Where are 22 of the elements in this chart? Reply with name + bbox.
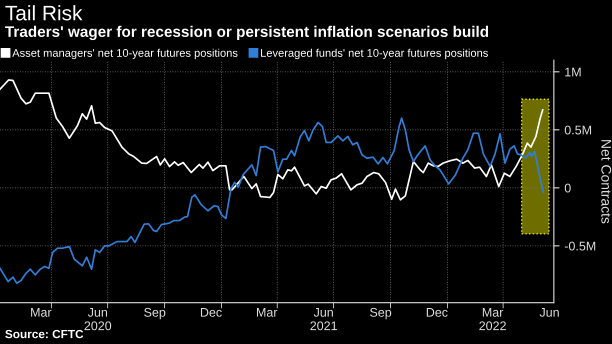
x-tick-label: Jun bbox=[540, 308, 559, 317]
x-tick-label: Jun 2021 bbox=[310, 308, 337, 330]
y-axis-title: Net Contracts bbox=[601, 140, 612, 224]
x-tick-label: Sep bbox=[370, 308, 392, 320]
chart-title: Tail Risk bbox=[5, 5, 82, 20]
x-tick-label: Jun 2020 bbox=[84, 308, 112, 330]
y-tick-label: 1M bbox=[565, 68, 581, 76]
y-tick-label: -0.5M bbox=[564, 242, 596, 251]
x-tick-label: Dec bbox=[200, 308, 222, 317]
x-tick-label: Sep bbox=[144, 308, 166, 320]
x-tick-label: Mar bbox=[256, 308, 278, 317]
x-tick-label: Dec bbox=[426, 308, 448, 317]
legend-label: Asset managers' net 10-year futures positions bbox=[12, 48, 238, 60]
legend-label: Leveraged funds' net 10-year futures positions bbox=[261, 48, 488, 60]
x-tick-label: Mar bbox=[31, 308, 52, 317]
chart-subtitle: Traders' wager for recession or persistent inflation scenarios build bbox=[5, 26, 488, 40]
y-tick-label: 0 bbox=[564, 184, 571, 192]
x-tick-label: Mar 2022 bbox=[479, 308, 506, 330]
line-series bbox=[0, 117, 544, 284]
y-tick-label: 0.5M bbox=[564, 126, 592, 134]
line-series bbox=[0, 79, 544, 201]
source-note: Source: CFTC bbox=[5, 330, 84, 338]
